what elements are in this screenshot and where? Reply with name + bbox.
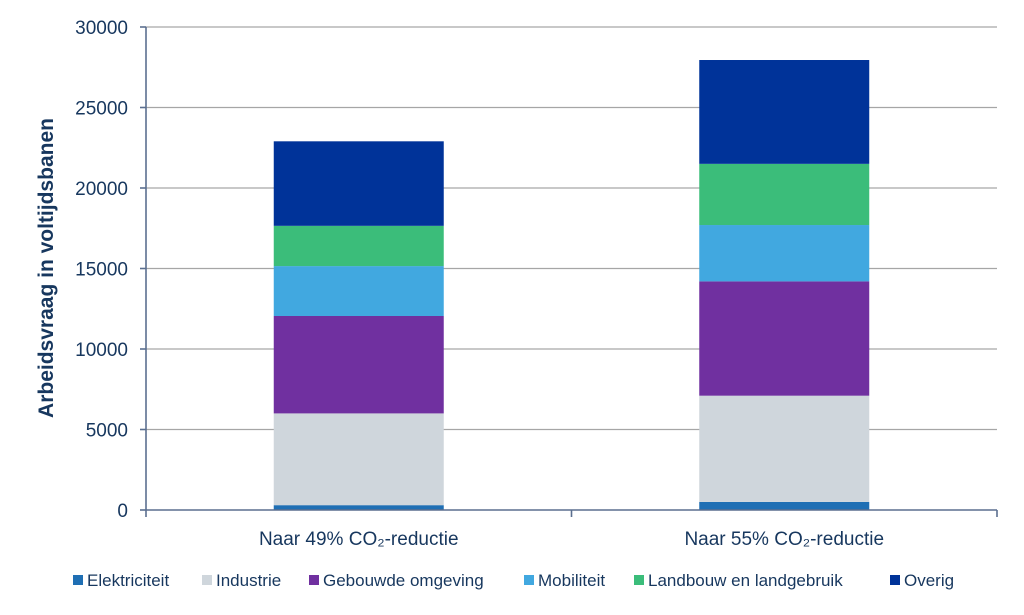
bar-segment-industrie-1	[273, 413, 444, 506]
x-axis-categories: Naar 49% CO₂-reductie Naar 55% CO₂-reduct…	[259, 529, 884, 550]
bar-segment-landbouw-en-landgebruik-1	[273, 225, 444, 267]
bar-segment-gebouwde-omgeving-2	[699, 281, 870, 396]
y-axis-label: Arbeidsvraag in voltijdsbanen	[35, 118, 58, 418]
legend-swatch	[73, 575, 83, 585]
legend-item: Industrie	[202, 571, 281, 590]
x-category-label: Naar 49% CO₂-reductie	[259, 529, 459, 550]
legend-item: Gebouwde omgeving	[309, 571, 484, 590]
y-tick-label: 25000	[75, 99, 128, 120]
legend-item: Elektriciteit	[73, 571, 169, 590]
legend-swatch	[634, 575, 644, 585]
legend-item: Landbouw en landgebruik	[634, 571, 843, 590]
y-tick-label: 10000	[75, 340, 128, 361]
legend-label: Landbouw en landgebruik	[648, 571, 843, 590]
legend-swatch	[524, 575, 534, 585]
legend-swatch	[890, 575, 900, 585]
legend-label: Gebouwde omgeving	[323, 571, 484, 590]
legend-item: Overig	[890, 571, 954, 590]
y-tick-label: 0	[117, 501, 128, 522]
y-tick-label: 30000	[75, 18, 128, 39]
legend-label: Industrie	[216, 571, 281, 590]
y-tick-label: 15000	[75, 260, 128, 281]
legend-label: Elektriciteit	[87, 571, 169, 590]
legend-label: Mobiliteit	[538, 571, 605, 590]
gridlines	[146, 26, 997, 431]
y-axis-ticks: 0 5000 10000 15000 20000 25000 30000	[75, 18, 128, 522]
x-category-label: Naar 55% CO₂-reductie	[684, 529, 884, 550]
legend-item: Mobiliteit	[524, 571, 605, 590]
bar-segment-elektriciteit-1	[273, 505, 444, 510]
axes	[140, 26, 998, 517]
legend-swatch	[309, 575, 319, 585]
legend-swatch	[202, 575, 212, 585]
bars	[273, 60, 870, 510]
bar-segment-industrie-2	[699, 395, 870, 502]
bar-segment-gebouwde-omgeving-1	[273, 315, 444, 414]
bar-segment-landbouw-en-landgebruik-2	[699, 163, 870, 226]
y-tick-label: 5000	[86, 421, 128, 442]
legend: Elektriciteit Industrie Gebouwde omgeving M…	[73, 571, 954, 590]
bar-segment-mobiliteit-1	[273, 266, 444, 316]
bar-segment-elektriciteit-2	[699, 501, 870, 510]
legend-label: Overig	[904, 571, 954, 590]
bar-segment-overig-1	[273, 141, 444, 226]
bar-segment-mobiliteit-2	[699, 225, 870, 282]
y-tick-label: 20000	[75, 179, 128, 200]
bar-segment-overig-2	[699, 60, 870, 164]
